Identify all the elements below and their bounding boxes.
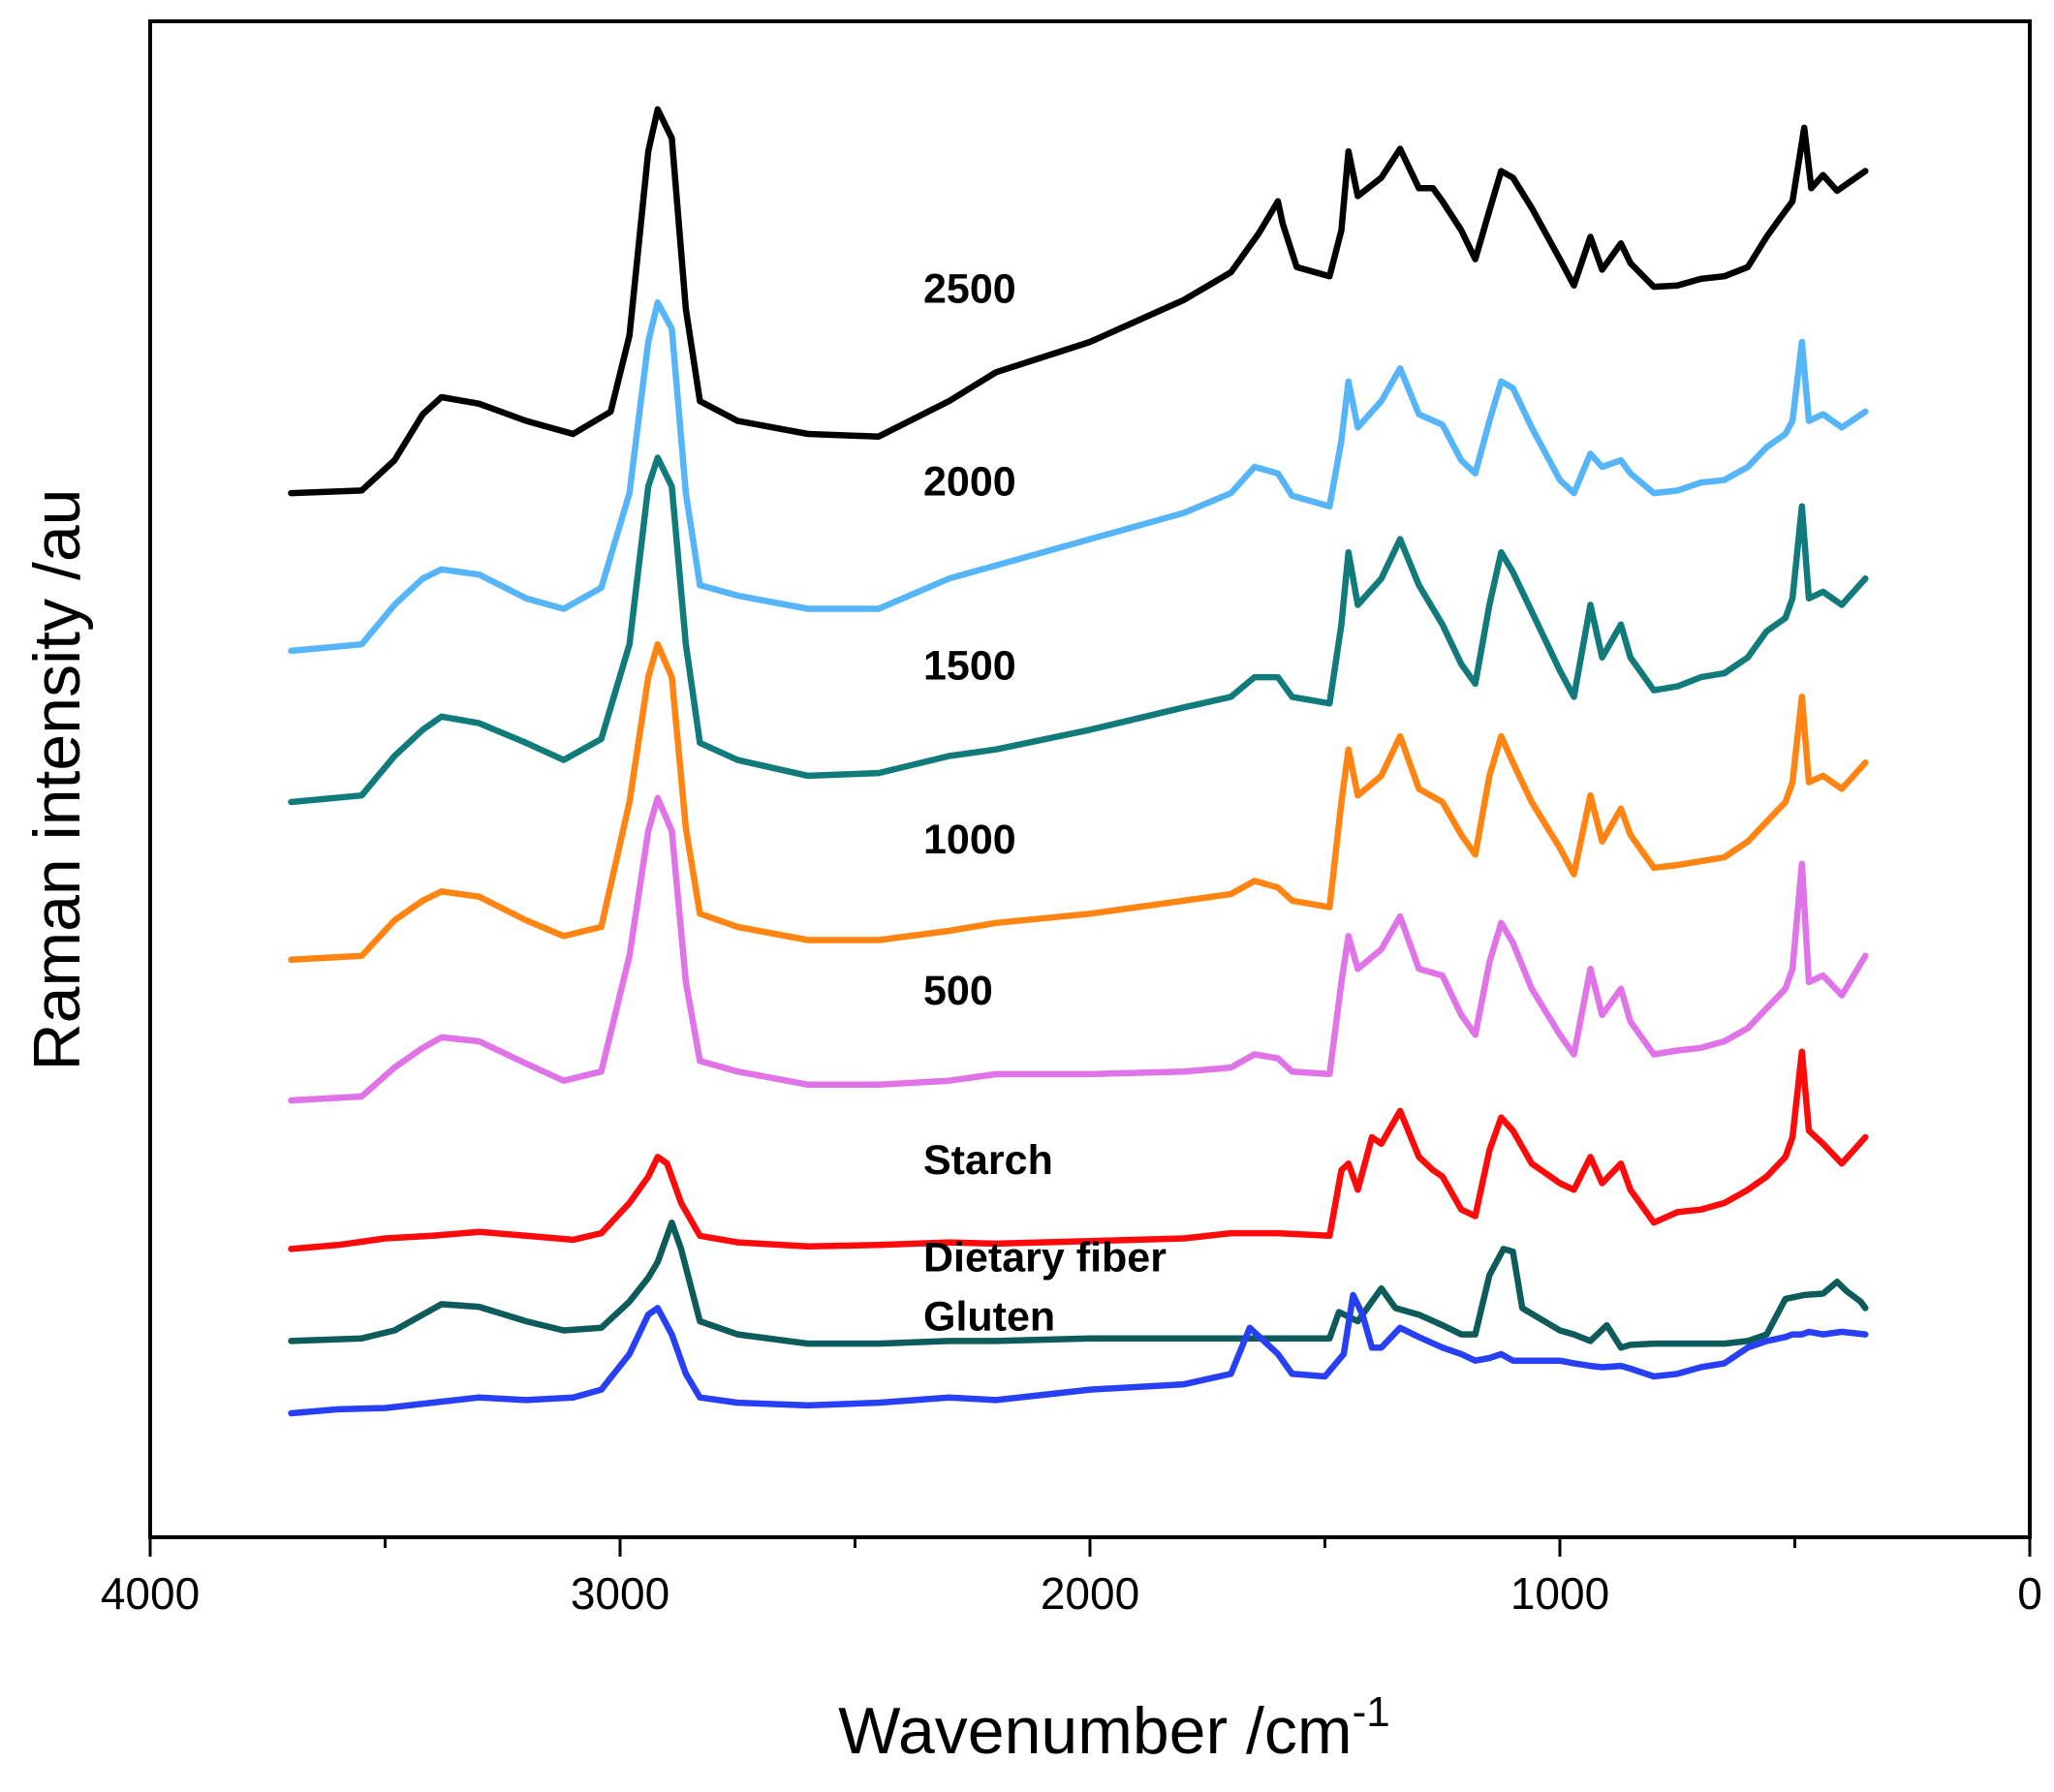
x-tick-label: 4000 <box>101 1568 200 1619</box>
y-axis-title: Raman intensity /au <box>20 489 94 1071</box>
series-label-starch: Starch <box>923 1137 1053 1184</box>
series-line-2500 <box>288 106 1869 497</box>
series-label-1500: 1500 <box>923 643 1016 690</box>
x-axis-title: Wavenumber /cm-1 <box>838 1688 1389 1768</box>
series-line-gluten <box>288 1291 1869 1417</box>
x-tick-label: 0 <box>2017 1568 2042 1619</box>
series-line-dietary-fiber <box>288 1219 1869 1351</box>
series-line-1500 <box>288 454 1869 806</box>
x-tick-label: 2000 <box>1041 1568 1139 1619</box>
series-layer <box>288 106 1869 1417</box>
series-label-dietary-fiber: Dietary fiber <box>923 1234 1167 1281</box>
x-axis-title-main: Wavenumber /cm <box>838 1694 1352 1768</box>
x-axis-ticks: 4000 3000 2000 1000 0 <box>101 1537 2042 1619</box>
series-label-500: 500 <box>923 968 993 1014</box>
x-axis-title-superscript: -1 <box>1353 1688 1390 1736</box>
series-labels: 2500 2000 1500 1000 500 Starch Dietary fiber Gl… <box>923 265 1167 1340</box>
series-label-1000: 1000 <box>923 817 1016 863</box>
series-label-2500: 2500 <box>923 265 1016 312</box>
series-line-starch <box>288 1048 1869 1252</box>
series-label-2000: 2000 <box>923 459 1016 506</box>
series-label-gluten: Gluten <box>923 1293 1055 1340</box>
x-tick-label: 3000 <box>571 1568 669 1619</box>
x-tick-label: 1000 <box>1510 1568 1609 1619</box>
series-line-500 <box>288 794 1869 1104</box>
series-line-1000 <box>288 640 1869 964</box>
series-line-2000 <box>288 299 1869 655</box>
